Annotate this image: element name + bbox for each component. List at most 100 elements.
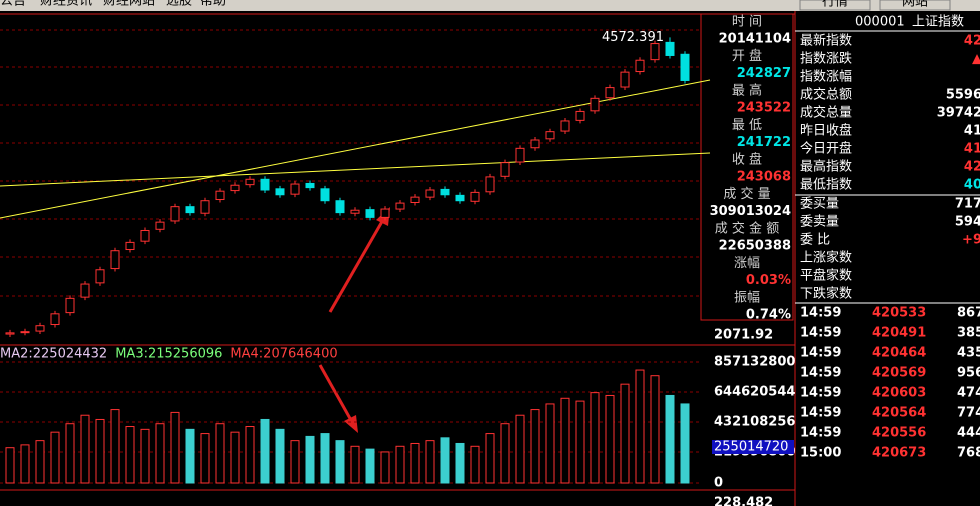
info-label: 成 交 量	[723, 186, 770, 202]
candle-body	[380, 208, 390, 218]
row-label: 委 比	[800, 233, 830, 248]
row-label: 委买量	[800, 197, 839, 212]
volume-bar	[395, 445, 405, 484]
menu-item: 财经网站	[103, 0, 155, 9]
candle-body	[155, 221, 165, 230]
row-label: 最新指数	[800, 33, 852, 49]
row-value: 42	[964, 160, 980, 175]
volume-bar	[665, 394, 675, 484]
volume-bar	[485, 433, 495, 484]
info-label: 涨幅	[734, 256, 760, 271]
volume-bar	[515, 414, 525, 484]
candle-body	[395, 202, 405, 210]
volume-bar	[215, 423, 225, 484]
volume-bar	[155, 423, 165, 484]
volume-bar	[635, 369, 645, 484]
quote-code: 000001	[855, 15, 905, 30]
volume-bar	[5, 447, 15, 484]
candle-body	[140, 229, 150, 242]
trade-price: 420673	[872, 446, 926, 461]
volume-bar	[530, 409, 540, 484]
row-value: 594	[955, 215, 980, 230]
volume-bar	[335, 440, 345, 484]
candle-body	[20, 331, 30, 334]
y-tick-label: 857132800	[714, 354, 795, 369]
candle-body	[200, 200, 210, 214]
candle-body	[215, 190, 225, 201]
candle-body	[320, 188, 330, 202]
info-value: 0.03%	[746, 273, 791, 288]
volume-bar	[50, 431, 60, 484]
volume-bar	[275, 428, 285, 484]
volume-bar	[410, 442, 420, 484]
trade-volume: 435	[957, 346, 980, 361]
volume-bar	[290, 440, 300, 484]
row-value: +9	[962, 233, 980, 248]
candle-body	[590, 97, 600, 112]
ma-label: MA2:225024432	[0, 347, 107, 362]
row-value: 40	[964, 178, 980, 193]
trade-volume: 774	[957, 406, 980, 421]
volume-bar	[605, 394, 615, 484]
candle-body	[185, 206, 195, 214]
volume-bar	[80, 414, 90, 484]
volume-bar	[590, 392, 600, 484]
row-label: 指数涨跌	[800, 51, 852, 67]
footer-value: 228.482	[714, 496, 773, 506]
candle-body	[170, 206, 180, 222]
trade-volume: 444	[957, 426, 980, 441]
row-label: 今日开盘	[800, 141, 852, 157]
y-tick-label: 0	[714, 476, 723, 491]
volume-bar	[20, 444, 30, 484]
candle-body	[470, 191, 480, 202]
ma-label: MA3:215256096	[115, 347, 222, 362]
info-label: 最 高	[732, 83, 762, 99]
volume-bar	[305, 435, 315, 484]
info-value: 243522	[737, 101, 791, 116]
candle-body	[680, 53, 690, 81]
volume-bar	[245, 426, 255, 484]
row-value: 42	[964, 34, 980, 49]
volume-bar	[350, 445, 360, 484]
tab[interactable]	[799, 0, 871, 11]
menu-item: 帮助	[200, 0, 226, 9]
current-label: 255014720	[714, 439, 788, 454]
volume-bar	[260, 418, 270, 484]
row-value: 41	[964, 142, 980, 157]
trade-volume: 956	[957, 366, 980, 381]
trade-price: 420464	[872, 346, 926, 361]
candle-body	[95, 269, 105, 284]
row-value: 5596	[946, 88, 980, 103]
info-label: 收 盘	[732, 152, 762, 168]
tab-label: 网站	[902, 0, 928, 10]
row-label: 昨日收盘	[800, 123, 852, 139]
info-label: 最 低	[732, 118, 762, 133]
trade-price: 420556	[872, 426, 926, 441]
volume-bar	[365, 448, 375, 484]
row-label: 最低指数	[800, 178, 852, 193]
volume-bar	[650, 375, 660, 484]
volume-bar	[95, 418, 105, 484]
candle-body	[515, 147, 525, 163]
volume-bar	[440, 437, 450, 484]
candle-body	[530, 139, 540, 149]
volume-bar	[380, 451, 390, 484]
row-value: 39742	[937, 106, 980, 121]
menu-bar	[0, 0, 980, 11]
row-label: 成交总额	[800, 87, 852, 103]
volume-bar	[110, 409, 120, 484]
trade-time: 14:59	[800, 346, 841, 361]
trade-price: 420569	[872, 366, 926, 381]
right-dividers	[795, 30, 980, 304]
volume-bar	[455, 442, 465, 484]
tab[interactable]	[879, 0, 951, 11]
trade-price: 420491	[872, 326, 926, 341]
candle-body	[5, 332, 15, 335]
candle-body	[665, 41, 675, 56]
trade-time: 14:59	[800, 386, 841, 401]
candle-body	[455, 194, 465, 202]
volume-bar	[680, 403, 690, 484]
volume-bar	[425, 440, 435, 484]
volume-bar	[230, 431, 240, 484]
